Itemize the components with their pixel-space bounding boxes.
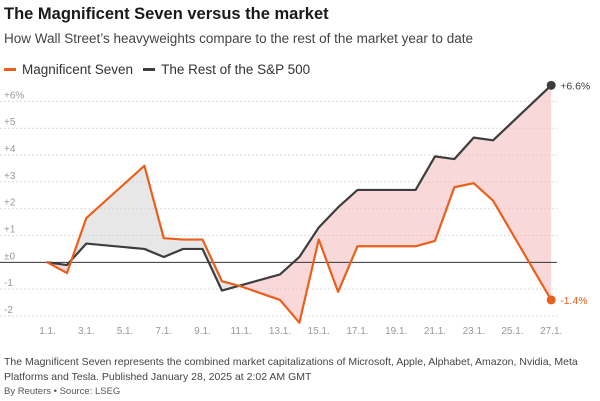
x-tick-label: 15.1. bbox=[308, 326, 330, 337]
x-tick-label: 23.1. bbox=[463, 326, 485, 337]
label-layer: +6.6% -1.4% bbox=[560, 80, 590, 307]
chart-footnote: The Magnificent Seven represents the com… bbox=[4, 356, 578, 383]
y-tick-label: ±0 bbox=[4, 251, 15, 262]
y-tick-label: -1 bbox=[4, 278, 13, 289]
x-tick-label: 7.1. bbox=[155, 326, 172, 337]
difference-area bbox=[473, 137, 494, 201]
y-tick-label: +2 bbox=[4, 198, 16, 209]
difference-area bbox=[163, 238, 184, 257]
y-tick-label: +6% bbox=[4, 90, 24, 101]
mag7-end-label: -1.4% bbox=[560, 295, 587, 307]
difference-area bbox=[86, 165, 145, 249]
difference-area bbox=[318, 207, 339, 292]
axis-layer: -2 -1 ±0 +1 +2 +3 +4 +5 +6% 1.1. 3.1. 5.1. 7.1. 9.1. 1… bbox=[0, 90, 562, 337]
legend-swatch-rest bbox=[143, 68, 156, 71]
rest-series-line bbox=[46, 84, 553, 292]
difference-area bbox=[376, 189, 397, 247]
legend-item-rest: The Rest of the S&P 500 bbox=[143, 62, 310, 77]
x-tick-label: 19.1. bbox=[385, 326, 407, 337]
chart-source: By Reuters • Source: LSEG bbox=[4, 386, 121, 397]
rest-end-marker bbox=[546, 80, 556, 90]
difference-area bbox=[396, 189, 416, 247]
x-tick-label: 9.1. bbox=[194, 326, 211, 337]
difference-area bbox=[241, 274, 280, 300]
legend-label-rest: The Rest of the S&P 500 bbox=[161, 62, 311, 77]
x-tick-label: 25.1. bbox=[501, 326, 523, 337]
y-tick-label: +3 bbox=[4, 171, 16, 182]
x-tick-label: 17.1. bbox=[346, 326, 368, 337]
x-tick-label: 5.1. bbox=[117, 326, 134, 337]
difference-area bbox=[493, 85, 552, 300]
x-tick-label: 3.1. bbox=[78, 326, 95, 337]
chart-subtitle: How Wall Street’s heavyweights compare t… bbox=[4, 31, 473, 46]
chart-title: The Magnificent Seven versus the market bbox=[4, 5, 329, 23]
line-chart: -2 -1 ±0 +1 +2 +3 +4 +5 +6% 1.1. 3.1. 5.1. 7.1. 9.1. 1… bbox=[0, 80, 590, 337]
difference-area bbox=[221, 281, 239, 291]
y-tick-label: -2 bbox=[4, 305, 13, 316]
difference-area bbox=[357, 189, 377, 247]
legend-label-mag7: Magnificent Seven bbox=[22, 62, 134, 77]
x-tick-label: 21.1. bbox=[424, 326, 446, 337]
x-tick-label: 13.1. bbox=[269, 326, 291, 337]
mag7-series-line bbox=[46, 164, 553, 324]
chart-legend: Magnificent Seven The Rest of the S&P 50… bbox=[4, 62, 320, 77]
y-tick-label: +4 bbox=[4, 144, 16, 155]
difference-area bbox=[415, 156, 435, 247]
y-tick-label: +5 bbox=[4, 117, 16, 128]
y-tick-label: +1 bbox=[4, 225, 16, 236]
legend-swatch-mag7 bbox=[4, 68, 16, 71]
series-line-layer bbox=[46, 80, 556, 324]
rest-end-label: +6.6% bbox=[560, 80, 590, 92]
mag7-end-marker bbox=[546, 295, 556, 305]
x-tick-label: 11.1. bbox=[231, 326, 253, 337]
difference-fill-layer bbox=[47, 85, 552, 323]
legend-item-mag7: Magnificent Seven bbox=[4, 62, 133, 77]
difference-area bbox=[144, 165, 164, 257]
difference-area bbox=[454, 137, 474, 188]
difference-area bbox=[183, 239, 203, 249]
difference-area bbox=[338, 189, 358, 292]
difference-area bbox=[279, 256, 300, 323]
difference-area bbox=[434, 156, 455, 241]
x-tick-label: 27.1. bbox=[540, 326, 562, 337]
x-tick-label: 1.1. bbox=[39, 326, 56, 337]
